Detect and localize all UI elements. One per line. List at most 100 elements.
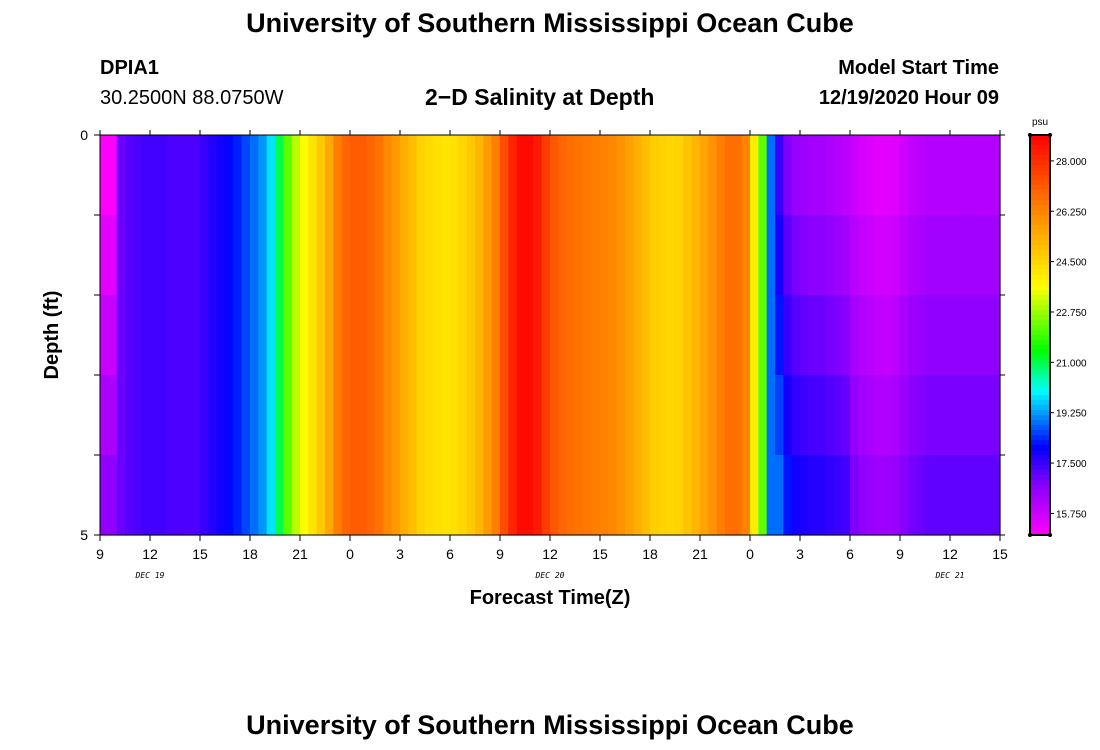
heatmap-cell	[658, 295, 668, 376]
heatmap-cell	[358, 375, 368, 456]
x-tick-label: 15	[992, 546, 1008, 562]
heatmap-cell	[116, 135, 126, 216]
colorbar-segment	[1030, 255, 1050, 261]
heatmap-cell	[358, 295, 368, 376]
heatmap-cell	[375, 455, 384, 536]
colorbar-segment	[1030, 330, 1050, 336]
heatmap-cell	[191, 215, 201, 296]
heatmap-cell	[800, 375, 809, 456]
heatmap-cell	[741, 295, 751, 376]
heatmap-cell	[291, 375, 301, 456]
heatmap-cell	[466, 215, 476, 296]
heatmap-cell	[908, 135, 918, 216]
heatmap-cell	[658, 455, 668, 536]
heatmap-cell	[533, 295, 543, 376]
station-coords: 30.2500N 88.0750W	[100, 87, 284, 109]
heatmap-cell	[616, 375, 626, 456]
heatmap-cell	[666, 375, 676, 456]
heatmap-cell	[266, 295, 276, 376]
heatmap-cell	[950, 215, 959, 296]
heatmap-cell	[508, 215, 518, 296]
heatmap-cell	[258, 135, 268, 216]
heatmap-cell	[275, 455, 284, 536]
heatmap-cell	[733, 455, 743, 536]
heatmap-cell	[708, 135, 718, 216]
heatmap-cell	[558, 135, 568, 216]
heatmap-cell	[975, 295, 984, 376]
heatmap-cell	[241, 375, 251, 456]
heatmap-cell	[608, 295, 618, 376]
heatmap-cell	[250, 215, 259, 296]
heatmap-cell	[725, 455, 734, 536]
colorbar-segment	[1030, 200, 1050, 206]
colorbar-segment	[1030, 465, 1050, 471]
heatmap-cell	[208, 215, 218, 296]
heatmap-cell	[333, 455, 343, 536]
heatmap-cell	[216, 295, 226, 376]
heatmap-cell	[791, 295, 801, 376]
heatmap-cell	[783, 295, 793, 376]
heatmap-cell	[583, 375, 593, 456]
heatmap-cell	[841, 135, 851, 216]
heatmap-cell	[641, 375, 651, 456]
heatmap-cell	[433, 455, 443, 536]
heatmap-cell	[166, 295, 176, 376]
heatmap-cell	[683, 295, 693, 376]
heatmap-cell	[766, 455, 776, 536]
heatmap-cell	[383, 455, 393, 536]
heatmap-cell	[108, 455, 118, 536]
heatmap-cell	[675, 215, 684, 296]
heatmap-cell	[241, 455, 251, 536]
heatmap-cell	[700, 375, 709, 456]
heatmap-cell	[516, 375, 526, 456]
heatmap-cell	[133, 295, 143, 376]
heatmap-cell	[433, 295, 443, 376]
colorbar-segment	[1030, 385, 1050, 391]
heatmap-cell	[283, 135, 293, 216]
heatmap-cell	[250, 295, 259, 376]
heatmap-cell	[866, 295, 876, 376]
heatmap-cell	[108, 295, 118, 376]
heatmap-cell	[541, 135, 551, 216]
heatmap-cell	[883, 215, 893, 296]
heatmap-cell	[575, 135, 584, 216]
heatmap-cell	[941, 295, 951, 376]
colorbar-segment	[1030, 220, 1050, 226]
heatmap-cell	[966, 455, 976, 536]
day-label: DEC 21	[935, 571, 965, 580]
heatmap-cell	[633, 215, 643, 296]
heatmap-cell	[950, 135, 959, 216]
heatmap-cell	[900, 215, 909, 296]
heatmap-cell	[141, 295, 151, 376]
heatmap-cell	[516, 215, 526, 296]
heatmap-cell	[325, 215, 334, 296]
colorbar-segment	[1030, 175, 1050, 181]
heatmap-cell	[825, 295, 834, 376]
heatmap-cell	[116, 215, 126, 296]
heatmap-cell	[633, 295, 643, 376]
heatmap-cell	[975, 215, 984, 296]
heatmap-cell	[141, 135, 151, 216]
heatmap-cell	[758, 135, 768, 216]
heatmap-cell	[716, 135, 726, 216]
heatmap-cell	[900, 135, 909, 216]
heatmap-cell	[733, 375, 743, 456]
colorbar-segment	[1030, 470, 1050, 476]
heatmap-cell	[525, 375, 534, 456]
heatmap-cell	[575, 295, 584, 376]
heatmap-cell	[275, 295, 284, 376]
heatmap-cell	[316, 295, 326, 376]
heatmap-cell	[400, 455, 409, 536]
colorbar-segment	[1030, 450, 1050, 456]
x-tick-label: 3	[396, 546, 404, 562]
heatmap-cell	[691, 135, 701, 216]
heatmap-cell	[675, 455, 684, 536]
colorbar-tick-label: 26.250	[1056, 207, 1087, 218]
heatmap-cell	[566, 215, 576, 296]
heatmap-cell	[975, 135, 984, 216]
colorbar-segment	[1030, 165, 1050, 171]
heatmap-cell	[766, 295, 776, 376]
heatmap-cell	[266, 135, 276, 216]
heatmap-cell	[241, 295, 251, 376]
heatmap-cell	[516, 135, 526, 216]
